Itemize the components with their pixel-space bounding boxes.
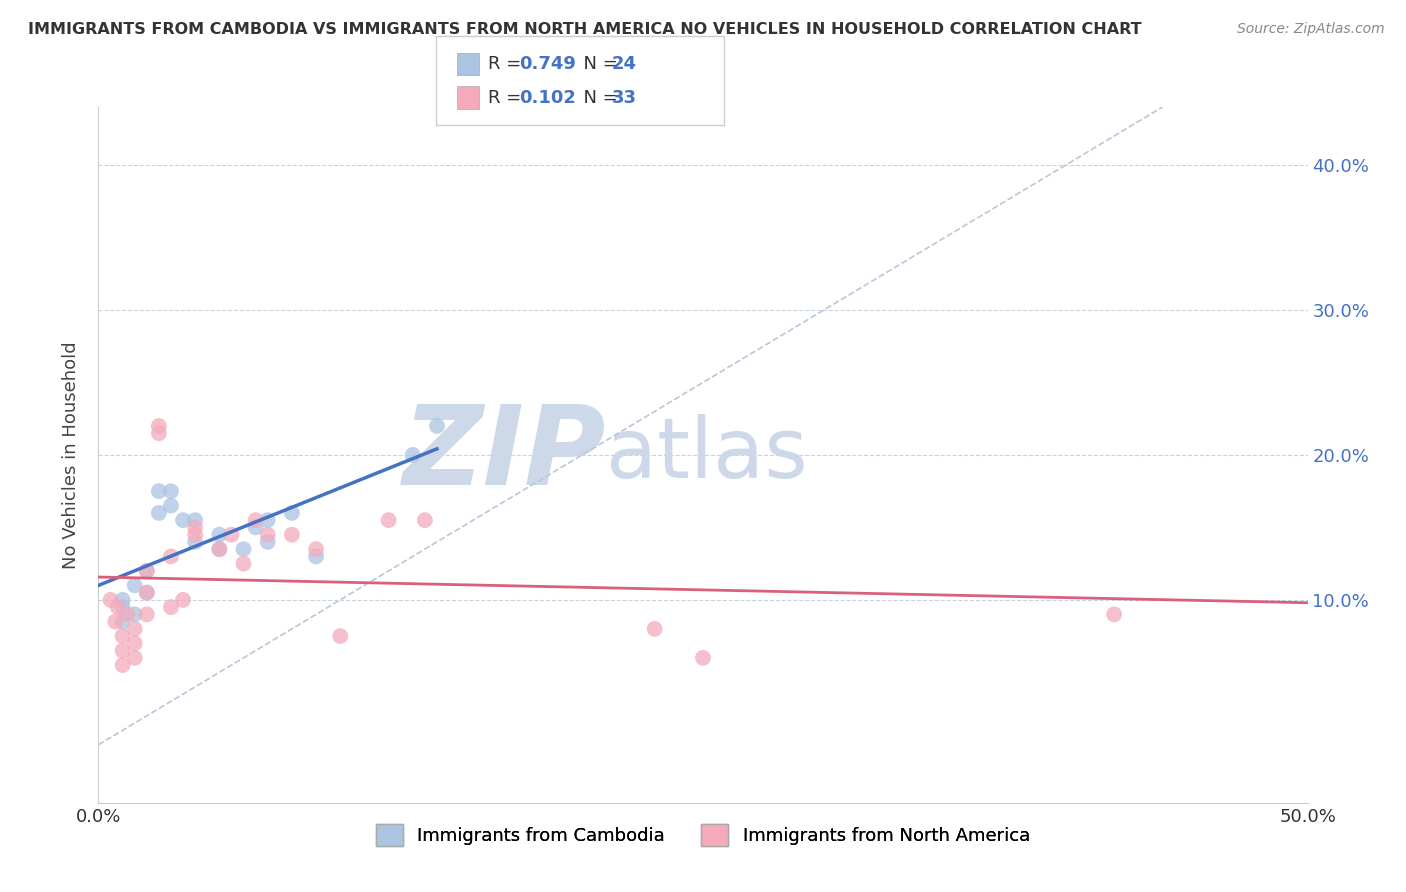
Point	[232, 557, 254, 571]
Point	[111, 629, 134, 643]
Point	[124, 578, 146, 592]
Point	[160, 484, 183, 499]
Point	[148, 506, 170, 520]
Point	[184, 520, 207, 534]
Point	[111, 592, 134, 607]
Point	[208, 542, 231, 557]
Point	[184, 513, 207, 527]
Point	[135, 585, 157, 599]
Point	[305, 549, 328, 564]
Text: Source: ZipAtlas.com: Source: ZipAtlas.com	[1237, 22, 1385, 37]
Point	[413, 513, 436, 527]
Text: ZIP: ZIP	[402, 401, 606, 508]
Text: 0.102: 0.102	[519, 89, 575, 107]
Point	[644, 622, 666, 636]
Point	[208, 542, 231, 557]
Text: 33: 33	[612, 89, 637, 107]
Point	[184, 534, 207, 549]
Text: R =: R =	[488, 55, 527, 73]
Point	[111, 643, 134, 657]
Text: R =: R =	[488, 89, 527, 107]
Point	[107, 600, 129, 615]
Point	[305, 542, 328, 557]
Point	[124, 651, 146, 665]
Y-axis label: No Vehicles in Household: No Vehicles in Household	[62, 341, 80, 569]
Point	[135, 564, 157, 578]
Point	[172, 513, 194, 527]
Point	[208, 527, 231, 541]
Point	[184, 527, 207, 541]
Point	[245, 513, 267, 527]
Point	[426, 418, 449, 433]
Point	[1102, 607, 1125, 622]
Point	[221, 527, 243, 541]
Point	[104, 615, 127, 629]
Point	[245, 520, 267, 534]
Point	[256, 534, 278, 549]
Point	[160, 600, 183, 615]
Point	[111, 600, 134, 615]
Point	[124, 636, 146, 650]
Point	[281, 527, 304, 541]
Text: IMMIGRANTS FROM CAMBODIA VS IMMIGRANTS FROM NORTH AMERICA NO VEHICLES IN HOUSEHO: IMMIGRANTS FROM CAMBODIA VS IMMIGRANTS F…	[28, 22, 1142, 37]
Point	[172, 592, 194, 607]
Text: atlas: atlas	[606, 415, 808, 495]
Point	[135, 564, 157, 578]
Point	[377, 513, 399, 527]
Point	[100, 592, 122, 607]
Point	[256, 513, 278, 527]
Point	[148, 484, 170, 499]
Point	[124, 607, 146, 622]
Point	[160, 499, 183, 513]
Legend: Immigrants from Cambodia, Immigrants from North America: Immigrants from Cambodia, Immigrants fro…	[366, 813, 1040, 856]
Point	[135, 607, 157, 622]
Point	[281, 506, 304, 520]
Point	[135, 585, 157, 599]
Text: N =: N =	[572, 89, 624, 107]
Point	[124, 622, 146, 636]
Text: 0.749: 0.749	[519, 55, 575, 73]
Point	[148, 418, 170, 433]
Point	[232, 542, 254, 557]
Point	[148, 426, 170, 441]
Point	[160, 549, 183, 564]
Point	[402, 448, 425, 462]
Point	[111, 615, 134, 629]
Point	[329, 629, 352, 643]
Point	[117, 607, 139, 622]
Text: 24: 24	[612, 55, 637, 73]
Text: N =: N =	[572, 55, 624, 73]
Point	[692, 651, 714, 665]
Point	[256, 527, 278, 541]
Point	[111, 658, 134, 673]
